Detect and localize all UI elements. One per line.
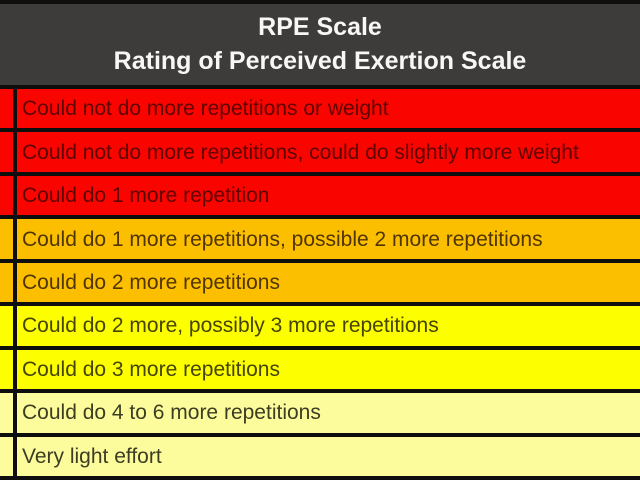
row-number-cell [0,349,17,390]
table-row: Could do 3 more repetitions [0,349,640,394]
table-header: RPE Scale Rating of Perceived Exertion S… [0,4,640,85]
table-row: Could do 2 more, possibly 3 more repetit… [0,306,640,350]
row-number-cell [0,175,17,216]
table-row: Could not do more repetitions, could do … [0,132,640,176]
row-label: Could do 3 more repetitions [22,357,280,381]
table-row: Could do 1 more repetition [0,175,640,220]
row-label: Could do 2 more, possibly 3 more repetit… [22,314,439,338]
row-number-cell [0,89,17,129]
row-number-cell [0,393,17,433]
table-row: Very light effort [0,436,640,480]
row-number-cell [0,306,17,346]
row-number-cell [0,262,17,303]
table-row: Could do 2 more repetitions [0,262,640,307]
row-label: Could do 1 more repetition [22,184,270,208]
page-subtitle: Rating of Perceived Exertion Scale [113,47,527,75]
rpe-table: Could not do more repetitions or weight … [0,89,640,480]
row-number-cell [0,132,17,172]
table-row: Could do 1 more repetitions, possible 2 … [0,219,640,263]
row-label: Very light effort [22,444,162,468]
table-row: Could do 4 to 6 more repetitions [0,393,640,437]
row-number-cell [0,219,17,259]
table-row: Could not do more repetitions or weight [0,89,640,133]
row-label: Could not do more repetitions, could do … [22,140,579,164]
row-label: Could not do more repetitions or weight [22,97,389,121]
row-number-cell [0,436,17,476]
page-title: RPE Scale [258,13,382,41]
row-label: Could do 1 more repetitions, possible 2 … [22,227,543,251]
row-label: Could do 4 to 6 more repetitions [22,401,321,425]
row-label: Could do 2 more repetitions [22,270,280,294]
